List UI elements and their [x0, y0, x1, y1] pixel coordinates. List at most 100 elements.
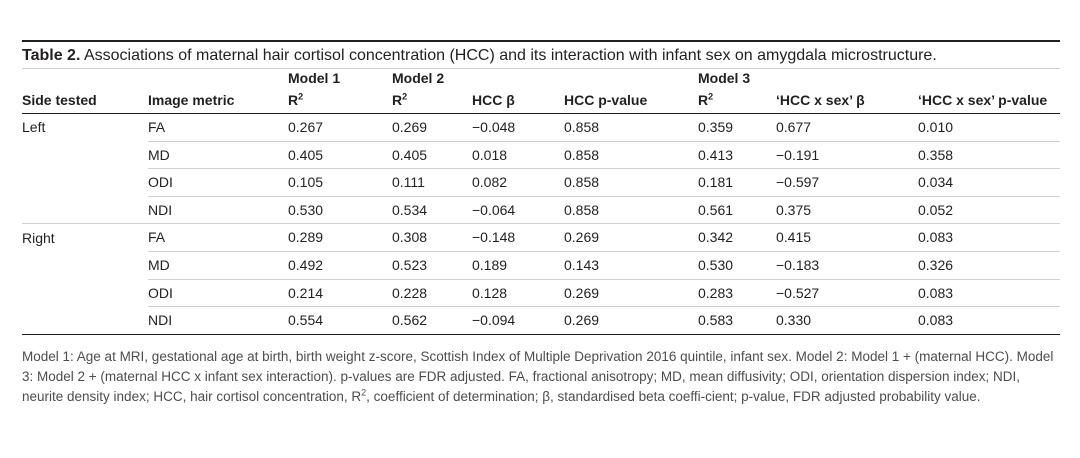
table-body: Left FA 0.267 0.269 −0.048 0.858 0.359 0.677 0.0…	[22, 114, 1060, 335]
cell-hcc-p: 0.269	[564, 278, 698, 307]
cell-hcc-beta: 0.018	[472, 140, 564, 169]
cell-m3-r2: 0.283	[698, 278, 776, 307]
cell-m2-r2: 0.405	[392, 140, 472, 169]
cell-hcc-p: 0.858	[564, 195, 698, 224]
cell-hcc-p: 0.269	[564, 306, 698, 335]
cell-m1-r2: 0.289	[288, 223, 392, 252]
cell-int-beta: −0.527	[776, 278, 918, 307]
cell-int-beta: 0.375	[776, 195, 918, 224]
cell-m2-r2: 0.308	[392, 223, 472, 252]
cell-m2-r2: 0.562	[392, 306, 472, 335]
table-caption: Table 2. Associations of maternal hair c…	[22, 42, 1060, 68]
cell-int-p: 0.010	[918, 119, 954, 135]
cell-side	[22, 169, 148, 197]
cell-m2-r2: 0.534	[392, 195, 472, 224]
cell-int-beta: 0.677	[776, 119, 812, 135]
cell-m3-r2: 0.530	[698, 250, 776, 280]
table-footnote: Model 1: Age at MRI, gestational age at …	[22, 347, 1060, 407]
cell-hcc-p: 0.858	[564, 119, 600, 135]
model2-r2-header: R2	[392, 87, 472, 114]
table-row: Right FA 0.289 0.308 −0.148 0.269 0.342 0.415 0.…	[22, 223, 1060, 252]
cell-int-beta: 0.415	[776, 223, 918, 252]
cell-hcc-beta: −0.048	[472, 119, 516, 135]
model1-r2-header: R2	[288, 87, 392, 114]
cell-hcc-p: 0.143	[564, 250, 698, 280]
cell-side: Left	[22, 119, 46, 136]
cell-m1-r2: 0.214	[288, 278, 392, 307]
cell-m1-r2: 0.530	[288, 195, 392, 224]
image-metric-header: Image metric	[148, 87, 288, 114]
footnote-part2: , coefficient of determination; β, stand…	[366, 388, 981, 404]
cell-hcc-beta: −0.094	[472, 306, 564, 335]
results-table: Model 1 Model 2 Model 3 Side tested Imag…	[22, 69, 1060, 335]
cell-hcc-beta: 0.189	[472, 250, 564, 280]
cell-metric: MD	[148, 250, 288, 280]
top-rule	[22, 40, 1060, 42]
cell-side	[22, 141, 148, 169]
footnote-sup: 2	[361, 387, 367, 398]
cell-hcc-p: 0.858	[564, 168, 698, 197]
cell-m3-r2: 0.181	[698, 168, 776, 197]
cell-metric: NDI	[148, 195, 288, 224]
table-row: NDI 0.554 0.562 −0.094 0.269 0.583 0.330 0.083	[22, 306, 1060, 335]
cell-int-p: 0.083	[918, 306, 1060, 335]
cell-hcc-beta: −0.148	[472, 223, 564, 252]
cell-side	[22, 251, 148, 279]
table-row: NDI 0.530 0.534 −0.064 0.858 0.561 0.375 0.052	[22, 195, 1060, 224]
interaction-beta-header: ‘HCC x sex’ β	[776, 87, 918, 114]
header-row-models: Model 1 Model 2 Model 3	[22, 69, 1060, 87]
model3-r2-header: R2	[698, 87, 776, 114]
hcc-beta-header: HCC β	[472, 87, 564, 114]
cell-m2-r2: 0.228	[392, 278, 472, 307]
cell-m3-r2: 0.413	[698, 140, 776, 169]
cell-m3-r2: 0.583	[698, 306, 776, 335]
cell-m1-r2: 0.554	[288, 306, 392, 335]
cell-int-beta: 0.330	[776, 306, 918, 335]
cell-m3-r2: 0.359	[698, 119, 734, 135]
cell-m2-r2: 0.269	[392, 119, 428, 135]
table-row: MD 0.405 0.405 0.018 0.858 0.413 −0.191 0.358	[22, 140, 1060, 169]
table-row: Left FA 0.267 0.269 −0.048 0.858 0.359 0.677 0.0…	[22, 114, 1060, 142]
header-row-columns: Side tested Image metric R2 R2 HCC β HCC…	[22, 87, 1060, 114]
cell-m1-r2: 0.267	[288, 119, 324, 135]
model2-header: Model 2	[392, 70, 445, 86]
cell-metric: ODI	[148, 278, 288, 307]
cell-side	[22, 279, 148, 307]
cell-int-p: 0.083	[918, 223, 1060, 252]
cell-hcc-p: 0.858	[564, 140, 698, 169]
cell-int-beta: −0.597	[776, 168, 918, 197]
cell-int-p: 0.326	[918, 250, 1060, 280]
caption-text: Associations of maternal hair cortisol c…	[80, 47, 937, 64]
table-row: ODI 0.214 0.228 0.128 0.269 0.283 −0.527 0.083	[22, 278, 1060, 307]
caption-label: Table 2.	[22, 47, 81, 64]
table-row: MD 0.492 0.523 0.189 0.143 0.530 −0.183 0.326	[22, 250, 1060, 280]
cell-hcc-beta: 0.128	[472, 278, 564, 307]
cell-hcc-p: 0.269	[564, 223, 698, 252]
cell-m2-r2: 0.523	[392, 250, 472, 280]
cell-side	[22, 306, 148, 335]
cell-m3-r2: 0.342	[698, 223, 776, 252]
cell-metric: FA	[148, 119, 166, 135]
cell-m2-r2: 0.111	[392, 168, 472, 197]
table-figure: Table 2. Associations of maternal hair c…	[22, 40, 1060, 407]
cell-m1-r2: 0.492	[288, 250, 392, 280]
cell-metric: ODI	[148, 168, 288, 197]
model3-header: Model 3	[698, 70, 751, 86]
cell-int-p: 0.052	[918, 195, 1060, 224]
table-row: ODI 0.105 0.111 0.082 0.858 0.181 −0.597 0.034	[22, 168, 1060, 197]
interaction-p-header: ‘HCC x sex’ p-value	[918, 87, 1060, 114]
cell-hcc-beta: −0.064	[472, 195, 564, 224]
footnote-part1: Model 1: Age at MRI, gestational age at …	[22, 348, 1054, 404]
cell-metric: MD	[148, 140, 288, 169]
caption-rule	[22, 68, 1060, 69]
cell-int-p: 0.083	[918, 278, 1060, 307]
cell-m1-r2: 0.405	[288, 140, 392, 169]
cell-hcc-beta: 0.082	[472, 168, 564, 197]
cell-m3-r2: 0.561	[698, 195, 776, 224]
cell-m1-r2: 0.105	[288, 168, 392, 197]
cell-side: Right	[22, 223, 148, 252]
cell-metric: NDI	[148, 306, 288, 335]
cell-metric: FA	[148, 223, 288, 252]
hcc-p-header: HCC p-value	[564, 87, 698, 114]
cell-int-beta: −0.191	[776, 140, 918, 169]
